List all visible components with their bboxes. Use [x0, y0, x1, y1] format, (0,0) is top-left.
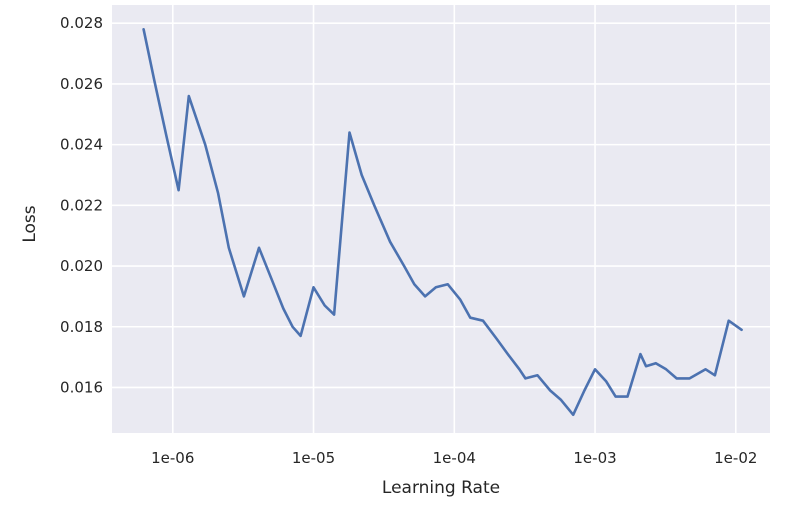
x-tick-label: 1e-06 [151, 449, 194, 467]
y-axis-label: Loss [20, 205, 40, 243]
y-tick-label: 0.022 [60, 196, 103, 214]
loss-curve-line [142, 28, 743, 417]
x-tick-label: 1e-04 [433, 449, 476, 467]
x-axis-label: Learning Rate [381, 478, 501, 498]
y-tick-label: 0.020 [60, 257, 103, 275]
y-tick-label: 0.024 [60, 136, 103, 154]
y-tick-label: 0.018 [60, 318, 103, 336]
y-tick-label: 0.028 [60, 14, 103, 32]
y-tick-label: 0.016 [60, 378, 103, 396]
plot-area [112, 5, 770, 433]
x-tick-label: 1e-05 [292, 449, 335, 467]
x-tick-label: 1e-03 [573, 449, 616, 467]
x-tick-label: 1e-02 [714, 449, 757, 467]
y-tick-label: 0.026 [60, 75, 103, 93]
